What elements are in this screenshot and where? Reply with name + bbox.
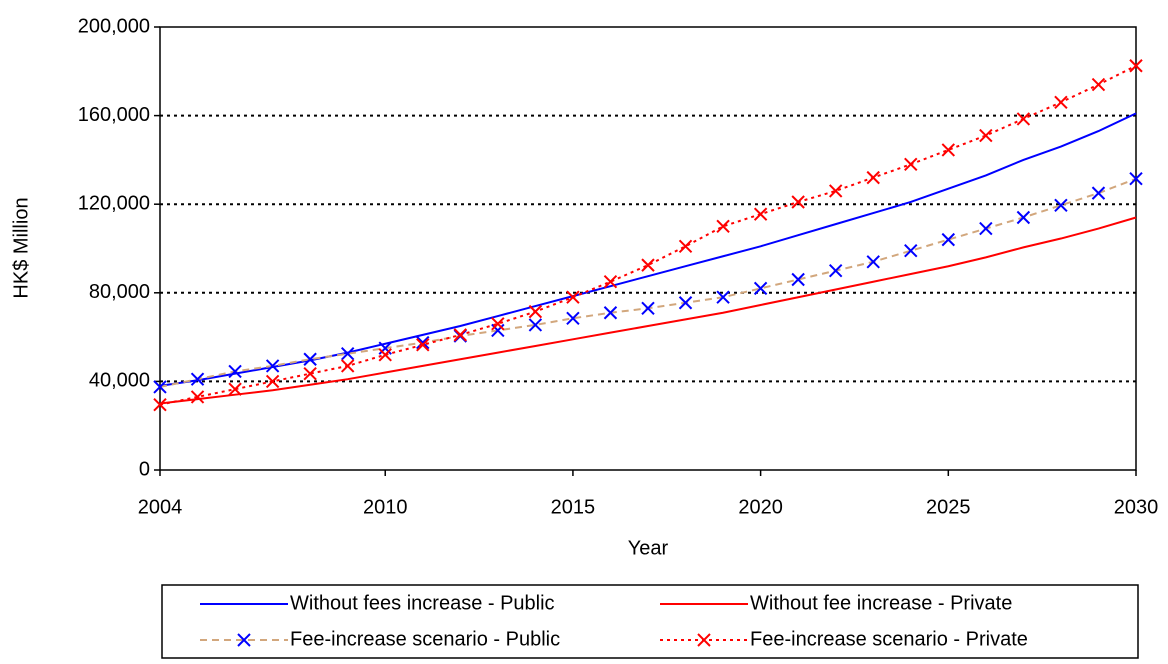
data-point bbox=[979, 128, 993, 143]
data-point bbox=[941, 232, 956, 247]
data-point bbox=[1054, 198, 1068, 213]
data-point bbox=[866, 170, 880, 185]
legend-label: Without fees increase - Public bbox=[290, 592, 555, 614]
x-tick-label: 2004 bbox=[138, 496, 183, 518]
x-tick-label: 2020 bbox=[738, 496, 783, 518]
data-point bbox=[340, 347, 355, 361]
data-point bbox=[190, 372, 205, 386]
data-point bbox=[678, 239, 693, 253]
data-point bbox=[753, 207, 768, 221]
data-point bbox=[228, 364, 242, 379]
data-point bbox=[1016, 112, 1031, 126]
data-point bbox=[378, 348, 392, 362]
data-point bbox=[1016, 210, 1031, 225]
data-point bbox=[866, 255, 880, 269]
x-tick-label: 2025 bbox=[926, 496, 971, 518]
data-point bbox=[1129, 172, 1143, 186]
y-tick-label: 200,000 bbox=[78, 15, 150, 37]
x-axis-label: Year bbox=[628, 537, 669, 559]
data-point bbox=[791, 195, 805, 209]
data-point bbox=[828, 263, 843, 278]
data-point bbox=[528, 318, 543, 332]
data-point bbox=[904, 157, 918, 172]
data-point bbox=[491, 317, 505, 331]
series-line bbox=[159, 112, 1137, 387]
data-point bbox=[678, 296, 693, 310]
data-point bbox=[641, 258, 655, 272]
data-point bbox=[716, 290, 730, 304]
data-point bbox=[416, 338, 430, 352]
legend-label: Without fee increase - Private bbox=[750, 592, 1012, 614]
data-point bbox=[416, 335, 430, 350]
y-tick-label: 80,000 bbox=[89, 281, 150, 303]
data-point bbox=[303, 352, 317, 366]
x-tick-label: 2015 bbox=[551, 496, 596, 518]
data-point bbox=[1091, 77, 1106, 92]
data-point bbox=[1054, 95, 1068, 110]
series-line bbox=[159, 216, 1137, 405]
data-point bbox=[453, 328, 468, 342]
data-point bbox=[904, 244, 918, 258]
legend-marker bbox=[697, 633, 711, 647]
plot-frame bbox=[159, 26, 1137, 471]
data-point bbox=[641, 301, 655, 316]
y-tick-label: 40,000 bbox=[89, 370, 150, 392]
series-line bbox=[159, 64, 1137, 406]
data-point bbox=[528, 304, 543, 319]
legend-marker bbox=[237, 633, 251, 647]
data-point bbox=[566, 311, 580, 325]
data-point bbox=[228, 382, 242, 396]
data-point bbox=[153, 380, 167, 394]
data-point bbox=[979, 221, 993, 236]
data-point bbox=[716, 219, 730, 234]
x-tick-label: 2030 bbox=[1114, 496, 1159, 518]
data-point bbox=[791, 272, 805, 287]
data-point bbox=[303, 366, 317, 381]
data-point bbox=[340, 359, 355, 373]
data-point bbox=[603, 275, 618, 289]
legend-label: Fee-increase scenario - Private bbox=[750, 628, 1028, 650]
y-tick-label: 120,000 bbox=[78, 192, 150, 214]
data-point bbox=[265, 359, 280, 373]
y-axis-label: HK$ Million bbox=[10, 197, 32, 298]
data-point bbox=[1129, 59, 1143, 73]
data-point bbox=[1091, 186, 1106, 200]
y-tick-label: 0 bbox=[139, 458, 150, 480]
data-point bbox=[941, 143, 956, 157]
data-point bbox=[566, 290, 580, 304]
data-point bbox=[190, 390, 205, 404]
data-point bbox=[603, 306, 618, 320]
legend-box bbox=[161, 584, 1139, 659]
data-point bbox=[153, 397, 167, 412]
data-point bbox=[753, 281, 768, 296]
data-point bbox=[828, 184, 843, 198]
legend-label: Fee-increase scenario - Public bbox=[290, 628, 560, 650]
x-tick-label: 2010 bbox=[363, 496, 408, 518]
data-point bbox=[265, 374, 280, 389]
y-tick-label: 160,000 bbox=[78, 104, 150, 126]
